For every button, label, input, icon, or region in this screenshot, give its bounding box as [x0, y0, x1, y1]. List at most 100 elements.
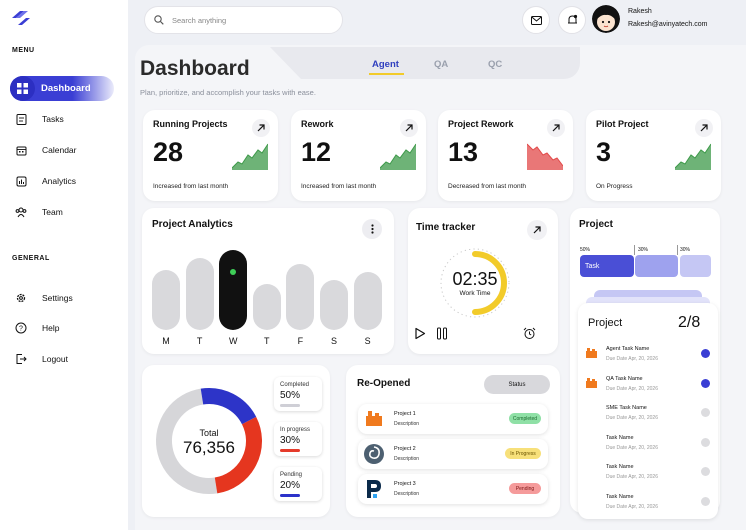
task-due: Due Date Apr, 20, 2026: [606, 474, 658, 480]
task-item[interactable]: SME Task Name Due Date Apr, 20, 2026: [584, 402, 714, 424]
play-button[interactable]: [414, 327, 426, 345]
task-status-dot[interactable]: [701, 349, 710, 358]
donut-segment[interactable]: [200, 388, 257, 425]
task-folder-icon: [586, 348, 597, 358]
tab-agent[interactable]: Agent: [372, 59, 399, 70]
alarm-button[interactable]: [523, 327, 536, 345]
stat-title: Project Rework: [448, 119, 514, 129]
pause-button[interactable]: [436, 327, 448, 345]
task-status-dot[interactable]: [701, 408, 710, 417]
stat-open-button[interactable]: [400, 119, 418, 137]
analytics-bar[interactable]: [252, 284, 281, 330]
stat-subtitle: Decreased from last month: [448, 183, 527, 190]
segment-pct-3: 30%: [680, 247, 691, 253]
sidebar-item-dashboard[interactable]: Dashboard: [10, 76, 114, 101]
logout-icon: [14, 352, 28, 366]
analytics-bar[interactable]: [152, 270, 180, 330]
notification-button[interactable]: [558, 6, 586, 34]
task-item[interactable]: QA Task Name Due Date Apr, 20, 2026: [584, 373, 714, 395]
sidebar-item-team[interactable]: Team: [14, 205, 63, 219]
mail-button[interactable]: [522, 6, 550, 34]
analytics-bar[interactable]: [353, 272, 382, 330]
reopened-row[interactable]: Project 1 Description Completed: [358, 404, 548, 434]
sparkline: [675, 143, 711, 170]
more-options-button[interactable]: [362, 219, 382, 239]
analytics-bar[interactable]: [286, 264, 315, 330]
donut-segment[interactable]: [156, 388, 218, 494]
task-folder-icon: [586, 377, 597, 388]
analytics-bar[interactable]: [320, 280, 348, 330]
gear-icon: [14, 291, 28, 305]
task-item[interactable]: Task Name Due Date Apr, 20, 2026: [584, 432, 714, 454]
day-label: T: [264, 336, 270, 346]
task-status-dot[interactable]: [701, 378, 710, 388]
project-name: Project 3: [394, 481, 416, 487]
project-count: 2/8: [678, 314, 701, 331]
legend-value: 30%: [280, 435, 301, 446]
stat-value: 28: [153, 137, 184, 167]
donut-segment[interactable]: [214, 416, 262, 494]
legend-title: Completed: [280, 382, 310, 388]
legend-title: In progress: [280, 427, 311, 433]
general-heading: GENERAL: [12, 255, 50, 262]
day-label: F: [297, 336, 304, 346]
segment-label: Task: [585, 262, 600, 270]
stat-card: Rework 12 Increased from last month: [291, 110, 426, 201]
arrow-up-right-icon: [552, 124, 560, 132]
project-list-title: Project: [588, 317, 623, 329]
task-item[interactable]: Agent Task Name Due Date Apr, 20, 2026: [584, 343, 714, 365]
p-logo-icon: [367, 480, 381, 498]
analytics-bar[interactable]: [185, 258, 214, 330]
task-item[interactable]: Task Name Due Date Apr, 20, 2026: [584, 461, 714, 483]
sidebar-item-tasks[interactable]: Tasks: [14, 112, 64, 126]
timer-open-button[interactable]: [527, 220, 547, 240]
reopened-row[interactable]: Project 2 Description In Progress: [358, 439, 548, 469]
stack-layer: [594, 290, 702, 300]
stat-open-button[interactable]: [547, 119, 565, 137]
sparkline: [380, 143, 416, 170]
sidebar-item-settings[interactable]: Settings: [14, 291, 73, 305]
sidebar-item-logout[interactable]: Logout: [14, 352, 68, 366]
analytics-bar[interactable]: [219, 250, 248, 330]
tab-qc[interactable]: QC: [488, 59, 503, 70]
day-label: M: [162, 336, 170, 346]
sidebar-item-label: Team: [42, 207, 63, 217]
stat-open-button[interactable]: [695, 119, 713, 137]
app-logo[interactable]: [10, 10, 32, 26]
more-vertical-icon: [370, 224, 374, 234]
reopened-row[interactable]: Project 3 Description Pending: [358, 474, 548, 504]
tab-qa[interactable]: QA: [434, 59, 449, 70]
stat-title: Pilot Project: [596, 119, 649, 129]
segment-3[interactable]: [680, 255, 711, 277]
task-status-dot[interactable]: [701, 496, 710, 506]
task-item[interactable]: Task Name Due Date Apr, 20, 2026: [584, 491, 714, 513]
sidebar-item-analytics[interactable]: Analytics: [14, 174, 76, 188]
segment-task[interactable]: Task: [580, 255, 634, 277]
sidebar-item-calendar[interactable]: Calendar: [14, 143, 77, 157]
status-button-label: Status: [508, 381, 526, 388]
segment-2[interactable]: [635, 255, 678, 277]
arrow-up-right-icon: [533, 226, 541, 234]
menu-heading: MENU: [12, 47, 35, 54]
stat-open-button[interactable]: [252, 119, 270, 137]
search-icon: [154, 15, 164, 25]
reopened-title: Re-Opened: [357, 378, 411, 389]
day-label: S: [330, 336, 337, 346]
legend-title: Pending: [280, 472, 303, 478]
avatar[interactable]: [592, 5, 620, 33]
task-status-dot[interactable]: [701, 467, 710, 476]
sidebar: MENU Dashboard Tasks Calendar Analytics …: [0, 0, 128, 530]
donut-value: 76,356: [183, 438, 235, 457]
arrow-up-right-icon: [405, 124, 413, 132]
sparkline: [527, 143, 563, 170]
search-input[interactable]: Search anything: [144, 6, 343, 34]
active-dot: [230, 269, 237, 275]
donut-label: Total: [199, 428, 219, 438]
task-due: Due Date Apr, 20, 2026: [606, 503, 658, 510]
status-button[interactable]: Status: [484, 375, 550, 394]
sidebar-item-label: Analytics: [42, 176, 77, 186]
play-icon: [414, 327, 426, 344]
legend-bar: [280, 494, 300, 497]
task-status-dot[interactable]: [701, 437, 710, 447]
sidebar-item-help[interactable]: ? Help: [14, 321, 59, 335]
